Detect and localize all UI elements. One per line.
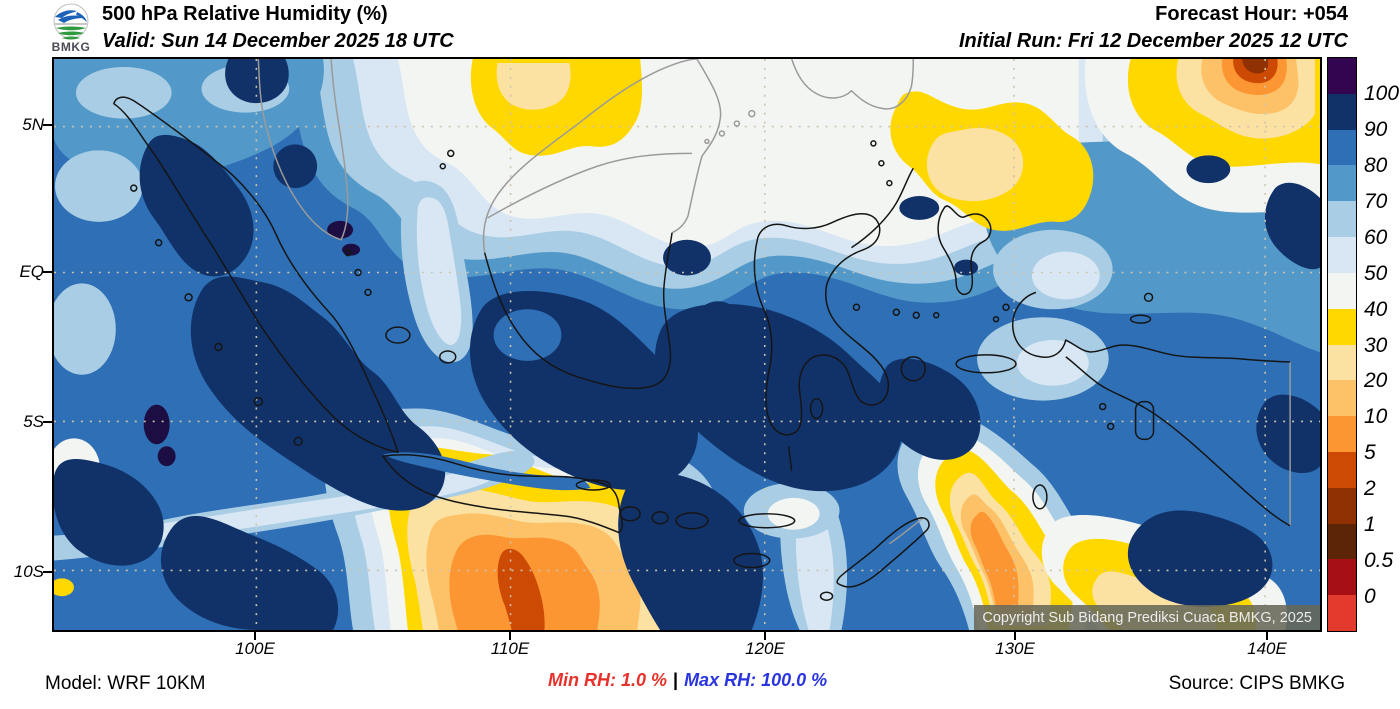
rh-contour-art xyxy=(54,59,1320,630)
lon-tick xyxy=(254,632,256,640)
colorbar-label: 0.5 xyxy=(1364,549,1394,573)
colorbar-band xyxy=(1328,380,1356,417)
colorbar-band xyxy=(1328,344,1356,381)
colorbar-band xyxy=(1328,595,1356,631)
lat-tick xyxy=(43,571,52,573)
lon-tick xyxy=(509,632,511,640)
lat-label-eq: EQ xyxy=(19,262,44,281)
colorbar-band xyxy=(1328,58,1356,94)
min-rh-label: Min RH: 1.0 % xyxy=(548,670,668,690)
colorbar-band xyxy=(1328,272,1356,309)
colorbar-band xyxy=(1328,487,1356,524)
colorbar-label: 0 xyxy=(1364,585,1376,609)
lat-tick xyxy=(43,271,52,273)
colorbar-label: 5 xyxy=(1364,441,1376,465)
lon-label-100e: 100E xyxy=(235,639,275,658)
source-label: Source: CIPS BMKG xyxy=(1168,673,1345,694)
colorbar-band xyxy=(1328,559,1356,596)
colorbar-band xyxy=(1328,308,1356,345)
colorbar-label: 20 xyxy=(1364,369,1388,393)
lon-tick xyxy=(764,632,766,640)
lat-label-10s: 10S xyxy=(13,562,44,581)
lat-tick xyxy=(43,124,52,126)
colorbar-band xyxy=(1328,93,1356,130)
colorbar-label: 40 xyxy=(1364,297,1388,321)
min-max-rh: Min RH: 1.0 % | Max RH: 100.0 % xyxy=(548,670,827,691)
colorbar-label: 1 xyxy=(1364,513,1376,537)
coastlines-foreign xyxy=(257,59,1291,545)
lat-tick xyxy=(43,421,52,423)
model-label: Model: WRF 10KM xyxy=(45,673,206,694)
colorbar-label: 70 xyxy=(1364,189,1388,213)
lon-label-130e: 130E xyxy=(995,639,1035,658)
colorbar-label: 60 xyxy=(1364,225,1388,249)
colorbar-label: 90 xyxy=(1364,117,1388,141)
colorbar xyxy=(1327,57,1357,632)
copyright-bar: Copyright Sub Bidang Prediksi Cuaca BMKG… xyxy=(974,605,1320,630)
bmkg-logo-text: BMKG xyxy=(51,40,91,54)
colorbar-band xyxy=(1328,451,1356,488)
lon-label-140e: 140E xyxy=(1247,639,1287,658)
min-max-separator: | xyxy=(673,670,679,690)
colorbar-band xyxy=(1328,129,1356,166)
colorbar-band xyxy=(1328,237,1356,273)
colorbar-labels: 100 90 80 70 60 50 40 30 20 10 5 2 1 0.5 0 xyxy=(1364,57,1400,632)
forecast-hour-label: Forecast Hour: +054 xyxy=(1155,3,1348,25)
max-rh-label: Max RH: 100.0 % xyxy=(684,670,828,690)
colorbar-label: 10 xyxy=(1364,405,1388,429)
copyright-text: Copyright Sub Bidang Prediksi Cuaca BMKG… xyxy=(982,609,1312,626)
initial-run-label: Initial Run: Fri 12 December 2025 12 UTC xyxy=(958,30,1348,52)
page-title: 500 hPa Relative Humidity (%) xyxy=(102,3,388,25)
lon-label-110e: 110E xyxy=(490,639,530,658)
lon-tick xyxy=(1266,632,1268,640)
valid-time-label: Valid: Sun 14 December 2025 18 UTC xyxy=(102,30,454,52)
colorbar-label: 100 xyxy=(1364,81,1400,105)
bmkg-logo-icon xyxy=(53,3,89,40)
colorbar-label: 30 xyxy=(1364,333,1388,357)
lat-label-5s: 5S xyxy=(23,412,44,431)
lon-label-120e: 120E xyxy=(745,639,785,658)
colorbar-label: 80 xyxy=(1364,153,1388,177)
colorbar-band xyxy=(1328,416,1356,452)
colorbar-band xyxy=(1328,523,1356,560)
colorbar-band xyxy=(1328,201,1356,238)
coastlines-indonesia xyxy=(113,96,1291,601)
colorbar-label: 2 xyxy=(1364,477,1376,501)
lon-tick xyxy=(1014,632,1016,640)
contour-fills xyxy=(54,59,1320,630)
colorbar-band xyxy=(1328,165,1356,202)
colorbar-label: 50 xyxy=(1364,261,1388,285)
rh-contour-map: Copyright Sub Bidang Prediksi Cuaca BMKG… xyxy=(52,57,1322,632)
lat-label-5n: 5N xyxy=(22,115,44,134)
